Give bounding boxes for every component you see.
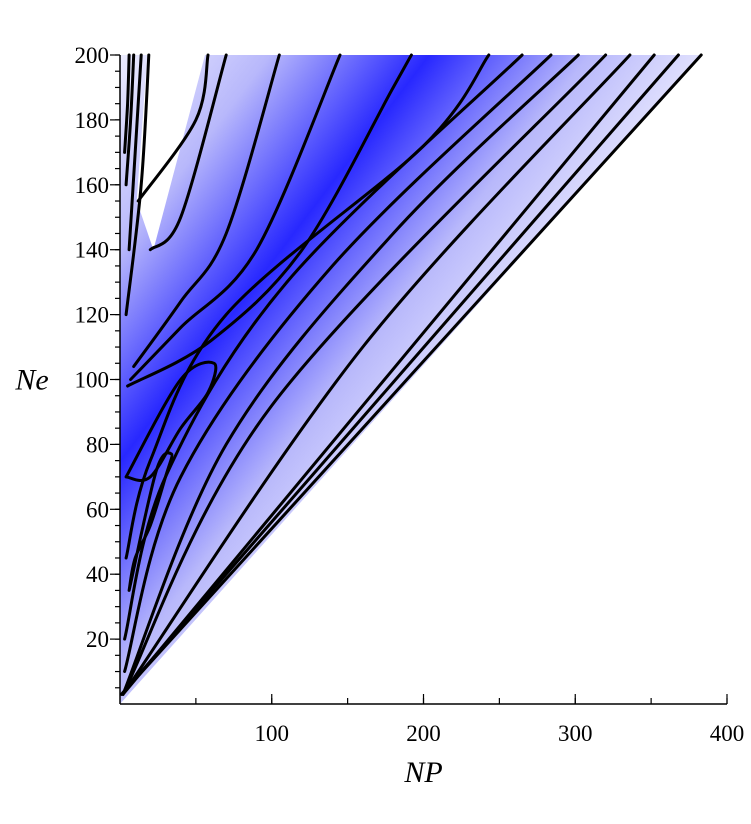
y-tick-label: 180 bbox=[75, 108, 110, 133]
y-tick-label: 160 bbox=[75, 173, 110, 198]
contour-line-7 bbox=[123, 53, 553, 673]
unshaded-gap bbox=[136, 55, 205, 250]
x-axis-label: NP bbox=[403, 756, 442, 789]
plot-area bbox=[120, 53, 703, 704]
x-tick-label: 300 bbox=[558, 721, 593, 746]
contour-line-6 bbox=[121, 53, 580, 696]
y-tick-label: 20 bbox=[86, 627, 109, 652]
contour-line-14 bbox=[132, 53, 281, 368]
contour-line-4 bbox=[121, 53, 632, 696]
contour-line-5 bbox=[121, 53, 608, 696]
contour-line-17 bbox=[124, 53, 151, 317]
contour-line-15 bbox=[148, 53, 228, 252]
y-tick-label: 80 bbox=[86, 432, 109, 457]
contour-line-12 bbox=[126, 53, 413, 388]
contour-lines bbox=[120, 53, 703, 696]
x-ticks: 100 200 300 400 bbox=[195, 694, 745, 746]
contour-line-10 bbox=[127, 451, 174, 592]
y-tick-label: 200 bbox=[75, 43, 110, 68]
y-ticks: 20 40 60 80 100 120 140 160 180 200 bbox=[75, 43, 120, 689]
x-tick-label: 100 bbox=[255, 721, 290, 746]
contour-line-20 bbox=[123, 53, 131, 154]
contour-line-16 bbox=[136, 53, 210, 203]
contour-line-13 bbox=[129, 53, 342, 381]
axes: 100 200 300 400 20 40 60 80 100 120 140 160 180 200 bbox=[75, 43, 745, 746]
y-tick-label: 140 bbox=[75, 238, 110, 263]
y-tick-label: 60 bbox=[86, 497, 109, 522]
contour-line-3 bbox=[121, 53, 656, 696]
y-tick-label: 40 bbox=[86, 562, 109, 587]
contour-line-18 bbox=[127, 53, 143, 252]
contour-line-11 bbox=[124, 360, 218, 482]
shaded-region bbox=[120, 55, 702, 704]
contour-line-1 bbox=[120, 53, 703, 696]
y-axis-label: Ne bbox=[14, 364, 48, 397]
contour-line-19 bbox=[124, 53, 136, 187]
contour-line-9 bbox=[124, 53, 491, 560]
y-tick-label: 120 bbox=[75, 303, 110, 328]
x-tick-label: 400 bbox=[710, 721, 745, 746]
x-tick-label: 200 bbox=[406, 721, 441, 746]
y-tick-label: 100 bbox=[75, 368, 110, 393]
